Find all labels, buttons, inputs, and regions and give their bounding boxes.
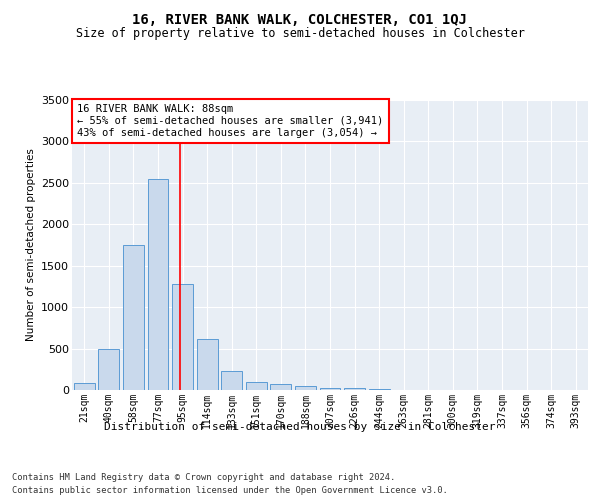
Bar <box>148 178 169 390</box>
Bar <box>221 371 242 390</box>
Bar <box>172 284 193 390</box>
Bar <box>246 382 267 390</box>
Text: Distribution of semi-detached houses by size in Colchester: Distribution of semi-detached houses by … <box>104 422 496 432</box>
Bar <box>98 348 119 390</box>
Bar <box>74 384 95 390</box>
Bar <box>320 388 340 390</box>
Text: Size of property relative to semi-detached houses in Colchester: Size of property relative to semi-detach… <box>76 28 524 40</box>
Bar <box>123 245 144 390</box>
Bar <box>271 384 292 390</box>
Bar <box>344 388 365 390</box>
Bar <box>197 338 218 390</box>
Text: Contains public sector information licensed under the Open Government Licence v3: Contains public sector information licen… <box>12 486 448 495</box>
Text: 16 RIVER BANK WALK: 88sqm
← 55% of semi-detached houses are smaller (3,941)
43% : 16 RIVER BANK WALK: 88sqm ← 55% of semi-… <box>77 104 383 138</box>
Bar <box>368 389 389 390</box>
Bar <box>295 386 316 390</box>
Text: 16, RIVER BANK WALK, COLCHESTER, CO1 1QJ: 16, RIVER BANK WALK, COLCHESTER, CO1 1QJ <box>133 12 467 26</box>
Y-axis label: Number of semi-detached properties: Number of semi-detached properties <box>26 148 35 342</box>
Text: Contains HM Land Registry data © Crown copyright and database right 2024.: Contains HM Land Registry data © Crown c… <box>12 472 395 482</box>
